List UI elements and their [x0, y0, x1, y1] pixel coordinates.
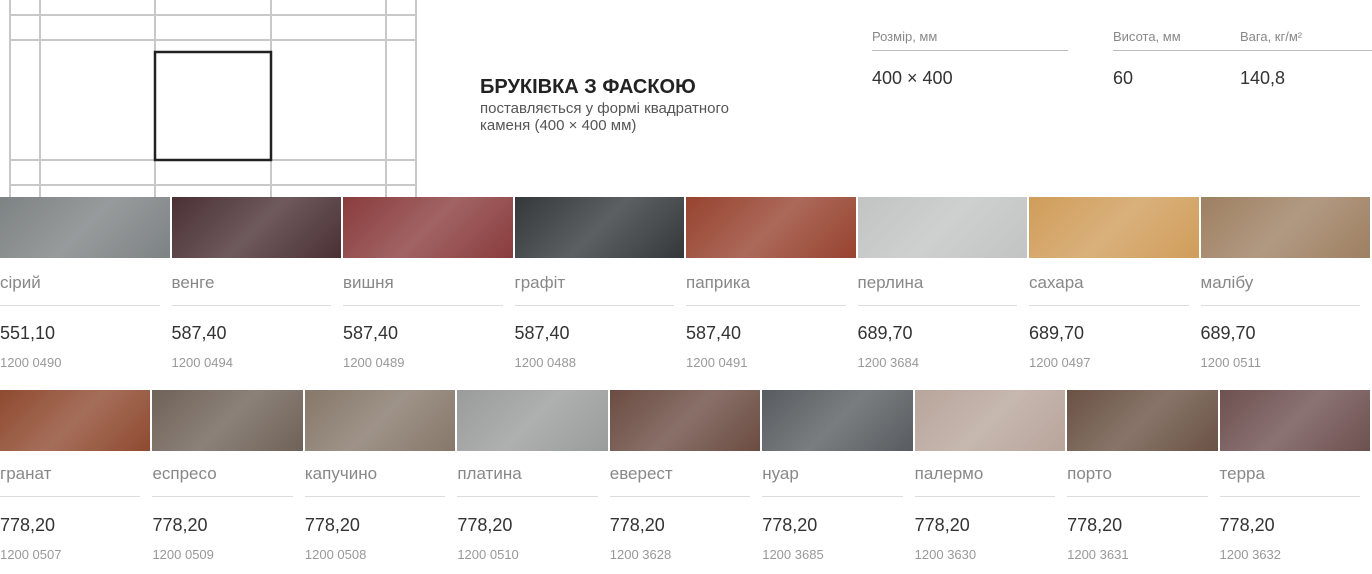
swatch [304, 390, 456, 451]
price: 551,10 [0, 323, 56, 343]
color-name: еспресо [152, 464, 217, 483]
price: 689,70 [857, 323, 913, 343]
swatch [514, 197, 684, 258]
color-name: вишня [343, 273, 394, 292]
price: 778,20 [152, 515, 208, 535]
swatch [914, 390, 1066, 451]
divider [686, 305, 846, 306]
product-code: 1200 0511 [1200, 355, 1262, 370]
divider [857, 305, 1017, 306]
swatch [152, 390, 303, 451]
product-code: 1200 0507 [0, 547, 62, 562]
color-name: малібу [1200, 273, 1254, 292]
color-name: венге [171, 273, 215, 292]
swatch [1067, 390, 1218, 451]
product-code: 1200 0488 [514, 355, 576, 370]
divider [609, 496, 751, 497]
swatch [609, 390, 761, 451]
color-name: порто [1067, 464, 1112, 483]
swatch [0, 390, 151, 451]
spec-value: 60 [1113, 68, 1134, 88]
divider [762, 496, 903, 497]
title: БРУКІВКА З ФАСКОЮ [480, 76, 696, 98]
color-name: капучино [304, 464, 378, 483]
product-code: 1200 0491 [686, 355, 748, 370]
divider [171, 305, 331, 306]
color-name: перлина [857, 273, 924, 292]
divider [914, 496, 1056, 497]
subtitle: каменя (400 × 400 мм) [480, 117, 637, 134]
swatch [1200, 197, 1370, 258]
product-code: 1200 3628 [609, 547, 672, 562]
divider [1029, 305, 1189, 306]
product-code: 1200 0490 [0, 355, 62, 370]
divider [1113, 50, 1372, 51]
product-code: 1200 0508 [304, 547, 367, 562]
color-name: платина [457, 464, 522, 483]
divider [872, 50, 1068, 51]
price: 587,40 [686, 323, 742, 343]
subtitle: поставляється у формі квадратного [480, 100, 729, 117]
product-code: 1200 0510 [457, 547, 519, 562]
price: 587,40 [171, 323, 227, 343]
color-name: еверест [609, 464, 673, 483]
divider [514, 305, 674, 306]
spec-value: 140,8 [1240, 68, 1286, 88]
divider [152, 496, 293, 497]
divider [0, 305, 160, 306]
color-name: палермо [914, 464, 984, 483]
swatch [0, 197, 170, 258]
product-code: 1200 3630 [914, 547, 977, 562]
swatch [343, 197, 513, 258]
price: 689,70 [1200, 323, 1256, 343]
swatch [1219, 390, 1370, 451]
price: 778,20 [1219, 515, 1275, 535]
divider [457, 496, 598, 497]
spec-value: 400 × 400 [872, 68, 953, 88]
swatch [457, 390, 608, 451]
divider [0, 496, 141, 497]
spec-label: Висота, мм [1113, 29, 1181, 44]
swatch [857, 197, 1027, 258]
product-code: 1200 3684 [857, 355, 919, 370]
spec-label: Вага, кг/м² [1240, 29, 1303, 44]
divider [1067, 496, 1208, 497]
price: 778,20 [457, 515, 513, 535]
color-name: терра [1219, 464, 1265, 483]
product-code: 1200 0489 [343, 355, 405, 370]
price: 587,40 [514, 323, 570, 343]
color-name: паприка [686, 273, 751, 292]
color-name: сахара [1029, 273, 1084, 292]
product-code: 1200 0509 [152, 547, 214, 562]
divider [1219, 496, 1360, 497]
divider [1200, 305, 1360, 306]
swatch [1029, 197, 1199, 258]
price: 778,20 [1067, 515, 1123, 535]
color-name: гранат [0, 464, 52, 483]
divider [343, 305, 503, 306]
price: 689,70 [1029, 323, 1085, 343]
spec-label: Розмір, мм [872, 29, 938, 44]
product-code: 1200 0497 [1029, 355, 1091, 370]
product-code: 1200 3685 [762, 547, 824, 562]
price: 778,20 [609, 515, 665, 535]
color-name: нуар [762, 464, 799, 483]
product-code: 1200 0494 [171, 355, 233, 370]
swatch [686, 197, 856, 258]
product-code: 1200 3632 [1219, 547, 1281, 562]
divider [304, 496, 446, 497]
color-name: графіт [514, 273, 566, 292]
price: 778,20 [304, 515, 360, 535]
swatch [762, 390, 913, 451]
layout-diagram [9, 0, 417, 198]
product-code: 1200 3631 [1067, 547, 1129, 562]
price: 778,20 [762, 515, 818, 535]
price: 778,20 [914, 515, 970, 535]
price: 778,20 [0, 515, 56, 535]
price: 587,40 [343, 323, 399, 343]
swatch [171, 197, 341, 258]
color-name: сірий [0, 273, 41, 292]
